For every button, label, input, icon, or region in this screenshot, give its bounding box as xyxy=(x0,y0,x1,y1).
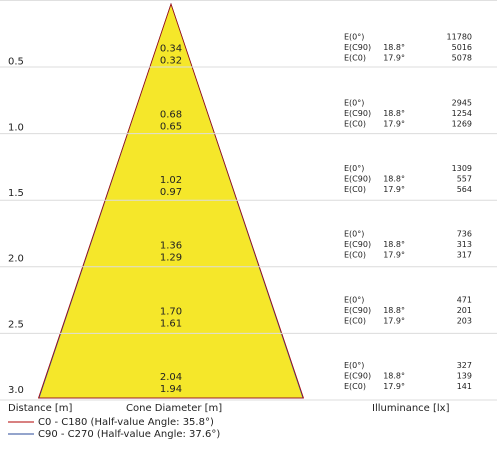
illuminance-value: 11780 xyxy=(447,33,472,42)
illuminance-value: 203 xyxy=(457,316,472,325)
distance-axis-label: Distance [m] xyxy=(8,403,73,414)
illuminance-axis-label: Illuminance [lx] xyxy=(372,403,450,414)
cone-layer xyxy=(37,2,305,399)
illuminance-angle: 17.9° xyxy=(383,54,405,63)
illuminance-name: E(C90) xyxy=(344,175,371,184)
legend-entry: C90 - C270 (Half-value Angle: 37.6°) xyxy=(38,429,220,440)
diameter-c0-label: 0.34 xyxy=(160,44,182,55)
diameter-axis-label: Cone Diameter [m] xyxy=(126,403,222,414)
cone-c0-c180 xyxy=(37,2,305,399)
illuminance-name: E(C90) xyxy=(344,240,371,249)
diameter-c0-label: 1.02 xyxy=(160,175,182,186)
illuminance-name: E(C90) xyxy=(344,109,371,118)
illuminance-value: 327 xyxy=(457,361,472,370)
legend: C0 - C180 (Half-value Angle: 35.8°)C90 -… xyxy=(8,417,220,440)
distance-label: 1.0 xyxy=(8,122,24,133)
illuminance-angle: 17.9° xyxy=(383,251,405,260)
illuminance-angle: 18.8° xyxy=(383,240,405,249)
illuminance-value: 471 xyxy=(457,295,472,304)
diameter-c90-label: 0.32 xyxy=(160,56,182,67)
illuminance-value: 5016 xyxy=(452,43,472,52)
illuminance-name: E(C0) xyxy=(344,251,366,260)
illuminance-name: E(C0) xyxy=(344,316,366,325)
illuminance-value: 1269 xyxy=(452,119,472,128)
illuminance-name: E(C0) xyxy=(344,382,366,391)
illuminance-value: 141 xyxy=(457,382,472,391)
illuminance-angle: 18.8° xyxy=(383,109,405,118)
diameter-c90-label: 0.65 xyxy=(160,121,182,132)
illuminance-value: 736 xyxy=(457,230,472,239)
illuminance-value: 1309 xyxy=(452,164,472,173)
illuminance-value: 1254 xyxy=(452,109,472,118)
illuminance-angle: 17.9° xyxy=(383,382,405,391)
row-labels: 0.5 0.340.32 E(0°) 11780 E(C90) 18.8° 5016 E(C0… xyxy=(8,33,472,396)
illuminance-name: E(0°) xyxy=(344,33,364,42)
distance-label: 2.5 xyxy=(8,319,24,330)
row-separators xyxy=(0,0,497,401)
illuminance-name: E(0°) xyxy=(344,164,364,173)
diameter-c0-label: 1.36 xyxy=(160,241,182,252)
diameter-c90-label: 1.29 xyxy=(160,253,182,264)
illuminance-value: 317 xyxy=(457,251,472,260)
distance-label: 1.5 xyxy=(8,188,24,199)
chart-footer: Distance [m] Cone Diameter [m] Illuminan… xyxy=(8,403,450,414)
illuminance-angle: 18.8° xyxy=(383,306,405,315)
illuminance-name: E(C0) xyxy=(344,185,366,194)
illuminance-name: E(C90) xyxy=(344,43,371,52)
illuminance-name: E(C0) xyxy=(344,54,366,63)
distance-label: 2.0 xyxy=(8,254,24,265)
illuminance-name: E(0°) xyxy=(344,361,364,370)
illuminance-name: E(0°) xyxy=(344,98,364,107)
illuminance-angle: 17.9° xyxy=(383,185,405,194)
illuminance-value: 201 xyxy=(457,306,472,315)
diameter-c90-label: 1.61 xyxy=(160,318,182,329)
illuminance-value: 564 xyxy=(457,185,472,194)
diameter-c90-label: 1.94 xyxy=(160,384,182,395)
illuminance-angle: 18.8° xyxy=(383,43,405,52)
illuminance-value: 557 xyxy=(457,175,472,184)
diameter-c0-label: 1.70 xyxy=(160,306,182,317)
illuminance-name: E(C90) xyxy=(344,372,371,381)
distance-label: 0.5 xyxy=(8,57,24,68)
illuminance-name: E(0°) xyxy=(344,295,364,304)
legend-entry: C0 - C180 (Half-value Angle: 35.8°) xyxy=(38,417,214,428)
illuminance-value: 139 xyxy=(457,372,472,381)
illuminance-value: 5078 xyxy=(452,54,472,63)
diameter-c0-label: 0.68 xyxy=(160,109,182,120)
illuminance-angle: 18.8° xyxy=(383,175,405,184)
illuminance-angle: 18.8° xyxy=(383,372,405,381)
illuminance-name: E(0°) xyxy=(344,230,364,239)
distance-label: 3.0 xyxy=(8,385,24,396)
illuminance-name: E(C90) xyxy=(344,306,371,315)
illuminance-angle: 17.9° xyxy=(383,316,405,325)
diameter-c0-label: 2.04 xyxy=(160,372,182,383)
illuminance-value: 2945 xyxy=(452,98,472,107)
illuminance-value: 313 xyxy=(457,240,472,249)
illuminance-name: E(C0) xyxy=(344,119,366,128)
illuminance-angle: 17.9° xyxy=(383,119,405,128)
diameter-c90-label: 0.97 xyxy=(160,187,182,198)
